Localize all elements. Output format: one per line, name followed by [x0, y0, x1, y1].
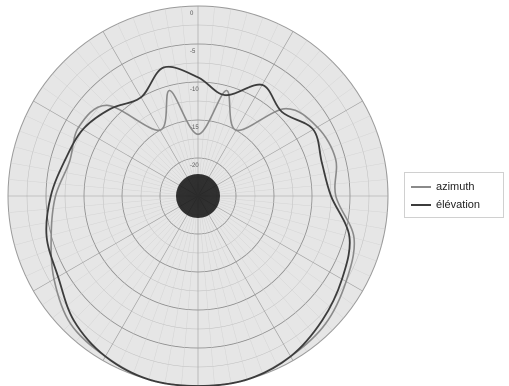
grid-spoke [8, 195, 199, 213]
grid-spoke [132, 195, 199, 375]
grid-spoke [197, 86, 354, 197]
grid-spoke [197, 8, 232, 197]
grid-spoke [8, 179, 199, 197]
grid-spoke [197, 195, 232, 384]
grid-spoke [197, 195, 371, 277]
grid-spoke [197, 100, 363, 197]
grid-spoke [102, 195, 199, 361]
grid-spoke [197, 130, 377, 197]
grid-spoke [88, 195, 199, 352]
grid-spoke [197, 162, 386, 197]
grid-spoke [14, 146, 199, 197]
legend-swatch-azimuth [411, 186, 431, 188]
grid-spoke [197, 195, 354, 306]
grid-spoke [88, 40, 199, 197]
grid-spoke [181, 6, 199, 197]
grid-spoke [14, 195, 199, 246]
grid-spoke [197, 31, 294, 197]
grid-spoke [197, 195, 264, 375]
grid-spoke [197, 73, 344, 197]
grid-spoke [197, 195, 344, 319]
grid-spoke [197, 179, 388, 197]
legend-label-elevation: élévation [436, 199, 481, 211]
grid-spoke [63, 195, 199, 331]
grid-spoke [197, 195, 377, 262]
grid-spoke [25, 115, 199, 197]
grid-spoke [33, 195, 199, 292]
grid-spoke [197, 195, 215, 386]
legend-label-azimuth: azimuth [436, 181, 475, 193]
series-layer [45, 65, 356, 386]
grid-spoke [75, 50, 199, 197]
grid-spoke [52, 195, 199, 319]
grid-spoke [197, 195, 321, 342]
grid-spoke [42, 195, 199, 306]
grid-spoke [197, 23, 279, 197]
grid-spoke [197, 40, 308, 197]
grid-spoke [75, 195, 199, 342]
legend-item-azimuth: azimuth [411, 179, 475, 195]
grid-spoke [197, 195, 363, 292]
grid-spoke [164, 195, 199, 384]
series-azimuth-line [50, 89, 356, 386]
radial-tick-label: -10 [190, 87, 199, 93]
grid-spoke [197, 6, 215, 197]
radial-tick-label: 0 [190, 11, 194, 17]
grid-spoke [197, 195, 248, 380]
series-elevation-line [45, 65, 351, 386]
grid-spoke [10, 195, 199, 230]
grid-spoke [10, 162, 199, 197]
center-dark-spot [176, 174, 220, 218]
grid-spoke [197, 115, 371, 197]
grid-spoke [197, 195, 279, 369]
grid-spoke [52, 73, 199, 197]
grid-spoke [148, 12, 199, 197]
grid-spoke [197, 61, 333, 197]
radial-tick-label: -5 [190, 49, 196, 55]
grid-spoke [102, 31, 199, 197]
grid-spoke [181, 195, 199, 386]
grid-spoke [19, 130, 199, 197]
grid-spoke [164, 8, 199, 197]
grid-spoke [197, 50, 321, 197]
grid-spoke [63, 61, 199, 197]
radial-tick-labels: 0 -5 -10 -15 -20 [190, 11, 199, 169]
grid-spoke [132, 17, 199, 197]
grid-spoke [197, 195, 308, 352]
grid-spoke [197, 146, 382, 197]
grid-spoke [197, 195, 333, 331]
grid-spoke [42, 86, 199, 197]
radial-tick-label: -20 [190, 163, 199, 169]
grid-spoke [197, 195, 294, 361]
legend-item-elevation: élévation [411, 197, 480, 213]
grid-spoke [33, 100, 199, 197]
grid-spoke [197, 195, 386, 230]
grid-spoke [117, 195, 199, 369]
legend: azimuth élévation [404, 172, 504, 218]
grid-spoke [117, 23, 199, 197]
grid-spoke [148, 195, 199, 380]
legend-swatch-elevation [411, 204, 431, 206]
grid-spoke [197, 12, 248, 197]
grid-spoke [197, 195, 382, 246]
grid-spoke [197, 195, 388, 213]
radial-tick-label: -15 [190, 125, 199, 131]
grid-spoke [25, 195, 199, 277]
